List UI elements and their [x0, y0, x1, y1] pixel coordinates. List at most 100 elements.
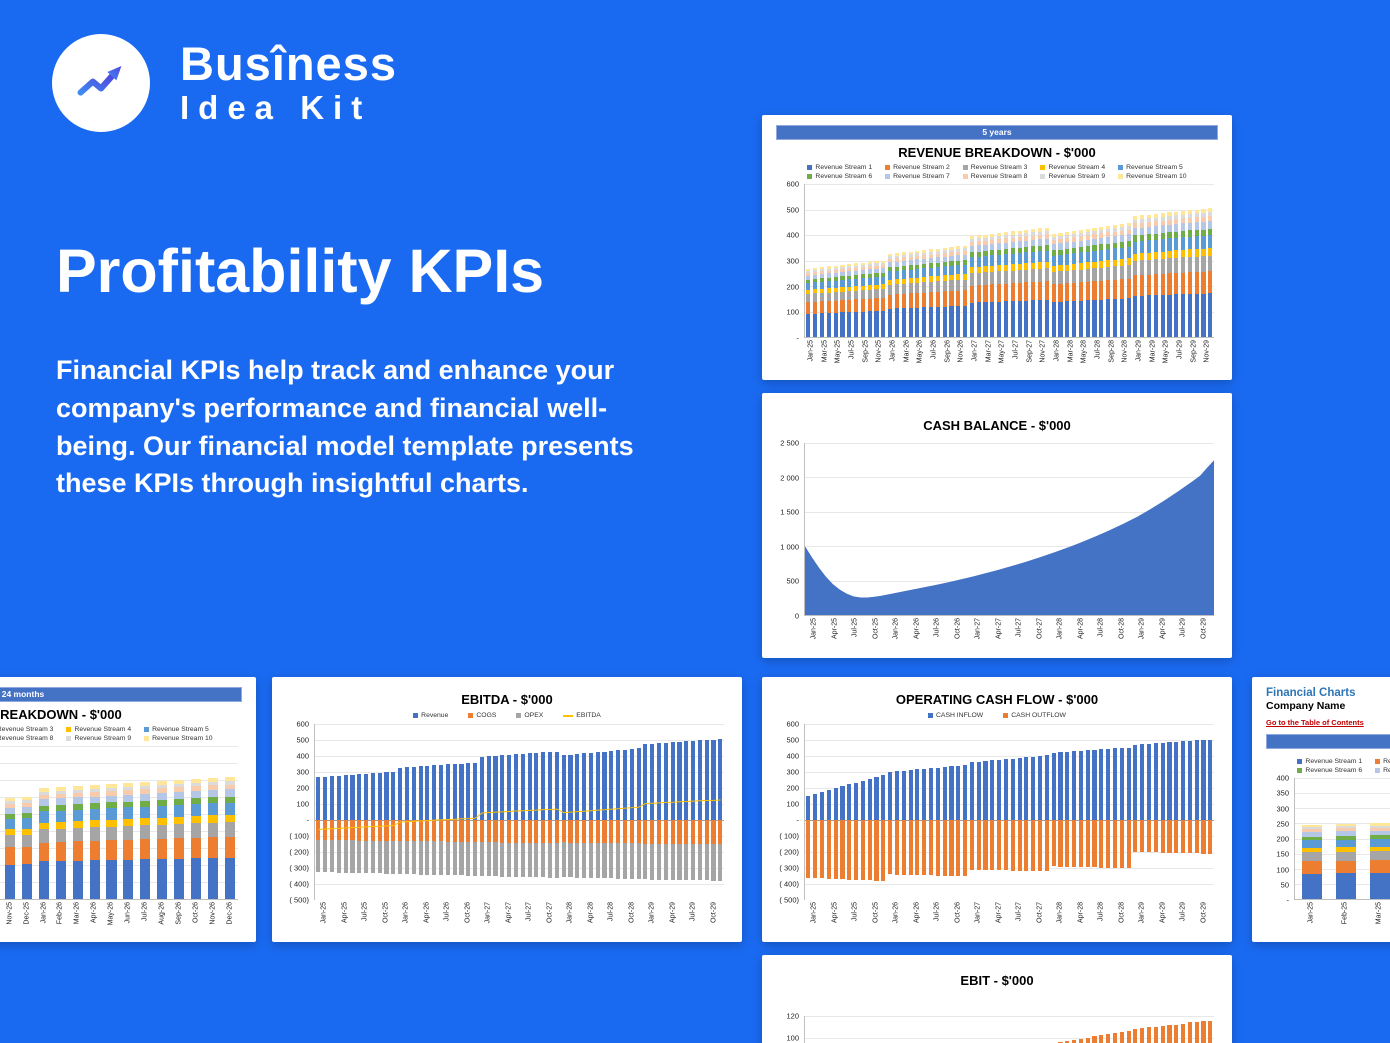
bar-segment — [1126, 229, 1131, 235]
bar-segment — [123, 819, 134, 826]
bar-segment — [1051, 265, 1056, 273]
bar — [846, 1016, 853, 1043]
bar — [1118, 724, 1125, 900]
legend-item: Revenue — [413, 712, 448, 719]
x-label: Mar-28 — [1067, 340, 1075, 363]
x-label: Oct-26 — [464, 902, 472, 924]
bar-segment — [1133, 235, 1138, 242]
bar — [982, 1016, 989, 1043]
bar-segment — [5, 829, 16, 836]
y-tick: ( 300) — [779, 863, 799, 873]
bar — [1146, 724, 1153, 900]
bar-segment — [847, 312, 852, 337]
bar-positive — [813, 794, 818, 820]
bar-negative — [1201, 820, 1206, 854]
bar-segment — [207, 822, 218, 838]
bar-segment — [1126, 298, 1131, 337]
bar — [825, 1016, 832, 1043]
bar-segment — [1174, 273, 1179, 295]
bar-segment — [860, 264, 865, 268]
bar — [1023, 184, 1030, 337]
bar-negative — [357, 840, 362, 874]
x-label: Apr-27 — [995, 618, 1003, 640]
bar-negative — [554, 842, 559, 878]
bar-segment — [38, 788, 49, 792]
bar-segment — [813, 313, 818, 337]
bar-segment — [1119, 247, 1124, 259]
bar — [853, 184, 860, 337]
bar-positive — [691, 740, 696, 820]
toc-link[interactable]: Go to the Table of Contents — [1266, 718, 1364, 727]
bar-segment — [1044, 231, 1049, 235]
bar-positive — [1078, 750, 1083, 820]
gridline — [805, 1016, 1214, 1017]
bar-segment — [1065, 270, 1070, 284]
bar-segment — [908, 260, 913, 266]
chart-legend: CASH INFLOW CASH OUTFLOW — [774, 712, 1220, 719]
bar — [921, 184, 928, 337]
bar — [676, 724, 683, 900]
gridline — [1295, 823, 1390, 825]
x-label: Jul-25 — [361, 902, 369, 922]
bar-segment — [157, 858, 168, 899]
bar-segment — [997, 236, 1002, 240]
bar-negative — [561, 820, 566, 843]
bar-segment — [1051, 302, 1056, 337]
bar-segment — [1146, 221, 1152, 227]
bar-negative — [847, 820, 852, 880]
chart-title: REVENUE BREAKDOWN - $'000 — [898, 145, 1096, 160]
bar — [1078, 1016, 1085, 1043]
bar-segment — [173, 787, 184, 792]
bar-segment — [1010, 253, 1015, 265]
bar-segment — [106, 826, 117, 841]
bar-positive — [602, 751, 607, 820]
bar-negative — [1010, 820, 1015, 871]
bar-negative — [1126, 820, 1131, 869]
bar-segment — [881, 311, 886, 337]
legend-item: EBITDA — [563, 712, 601, 719]
bar-segment — [1187, 249, 1192, 258]
bar-positive — [568, 754, 573, 820]
bar-negative — [915, 820, 920, 876]
bar — [1152, 724, 1159, 900]
bar-segment — [157, 799, 168, 806]
bar-segment — [1119, 241, 1124, 248]
bar-segment — [1301, 847, 1323, 853]
bar-segment — [1201, 212, 1206, 217]
bar-segment — [1106, 280, 1111, 300]
bar-negative — [582, 842, 587, 878]
bar-negative — [377, 820, 382, 841]
bar — [907, 724, 914, 900]
bar-negative — [329, 840, 335, 873]
bar-segment — [1174, 211, 1179, 216]
bar-negative — [432, 820, 437, 842]
bar-segment — [1065, 254, 1070, 265]
bar-segment — [1065, 231, 1070, 236]
bar-segment — [106, 787, 117, 791]
bar-segment — [922, 277, 927, 283]
bar-segment — [5, 835, 16, 848]
bar-segment — [928, 251, 934, 255]
bar-negative — [874, 820, 879, 881]
bar-segment — [867, 269, 872, 274]
bar-segment — [1051, 237, 1056, 241]
bar-negative — [806, 820, 811, 878]
bar-segment — [983, 302, 988, 337]
bar-negative — [541, 820, 546, 843]
bar-segment — [990, 233, 995, 237]
bar-segment — [819, 274, 825, 279]
bar-negative — [425, 841, 430, 875]
bar-segment — [908, 254, 913, 257]
bar-positive — [1119, 748, 1124, 820]
bar-segment — [881, 298, 886, 312]
x-label: Oct-25 — [382, 902, 390, 924]
bar-segment — [908, 256, 913, 261]
bar-positive — [1146, 743, 1152, 820]
bar — [894, 1016, 901, 1043]
bar-segment — [976, 241, 981, 246]
bar-segment — [826, 268, 831, 271]
bar-segment — [935, 291, 940, 307]
x-label: Apr-28 — [587, 902, 595, 924]
bar-segment — [922, 258, 927, 264]
gridline — [0, 865, 238, 866]
